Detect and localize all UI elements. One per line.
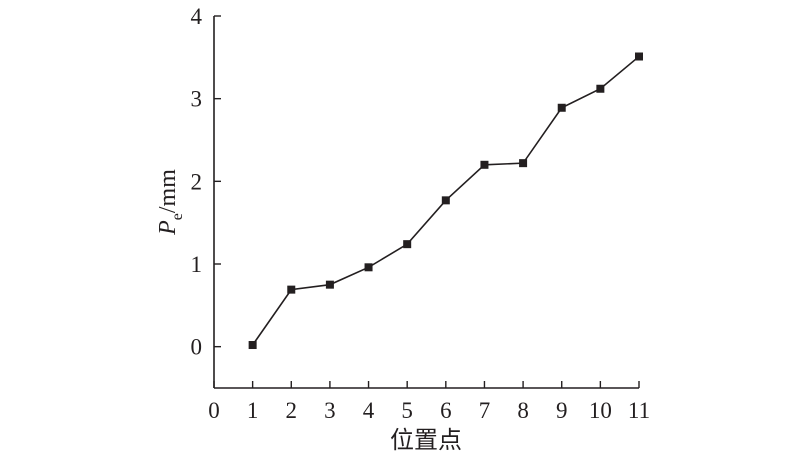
- y-axis-title-unit: /mm: [155, 169, 181, 213]
- data-point-marker: [441, 196, 450, 205]
- data-point-marker: [557, 103, 566, 112]
- y-tick-label: 0: [191, 335, 203, 360]
- y-ticks: 0 1 2 3 4: [191, 4, 221, 360]
- axes: [213, 16, 639, 389]
- x-tick-label: 0: [208, 398, 220, 423]
- x-tick-label: 5: [401, 398, 413, 423]
- y-axis-title: Pe/mm: [155, 169, 186, 236]
- x-tick-label: 6: [440, 398, 452, 423]
- data-point-marker: [480, 160, 489, 169]
- x-ticks: 0 1 2 3 4 5 6 7 8 9 10 11: [208, 381, 650, 423]
- x-tick-label: 8: [517, 398, 529, 423]
- data-point-marker: [248, 341, 257, 350]
- x-tick-label: 2: [286, 398, 298, 423]
- y-tick-label: 1: [191, 252, 203, 277]
- y-tick-label: 4: [191, 4, 203, 29]
- data-point-marker: [519, 159, 528, 168]
- y-axis-title-main: P: [155, 220, 181, 236]
- y-tick-label: 3: [191, 87, 203, 112]
- data-point-marker: [635, 52, 643, 61]
- x-tick-label: 7: [479, 398, 491, 423]
- x-tick-label: 3: [324, 398, 336, 423]
- series-markers: [248, 52, 643, 350]
- x-tick-label: 11: [628, 398, 650, 423]
- data-point-marker: [364, 263, 373, 272]
- data-point-marker: [287, 285, 296, 294]
- x-tick-label: 1: [247, 398, 259, 423]
- x-tick-label: 9: [556, 398, 568, 423]
- x-tick-label: 10: [589, 398, 612, 423]
- y-tick-label: 2: [191, 169, 203, 194]
- data-point-marker: [325, 280, 334, 289]
- y-axis-title-subscript: e: [169, 213, 186, 220]
- data-point-marker: [596, 84, 605, 93]
- x-tick-label: 4: [363, 398, 375, 423]
- data-point-marker: [403, 240, 412, 249]
- x-axis-title: 位置点: [390, 427, 462, 454]
